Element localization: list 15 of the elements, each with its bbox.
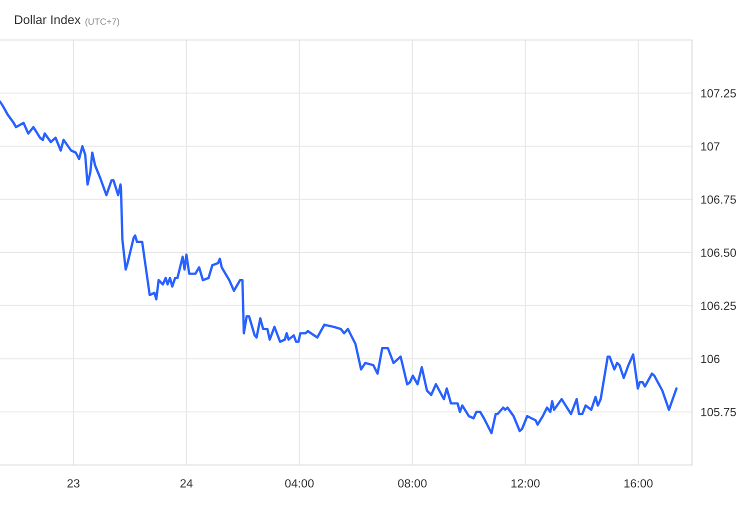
chart-subtitle: (UTC+7) [85,18,120,27]
x-tick-label: 24 [180,479,193,488]
y-tick-label: 106.25 [701,302,736,310]
y-tick-label: 106.75 [701,195,736,204]
chart-title: Dollar Index [15,14,81,24]
x-tick-label: 08:00 [398,479,427,488]
y-tick-label: 106.50 [701,248,736,257]
y-tick-label: 107 [701,142,720,151]
x-tick-label: 12:00 [511,479,540,488]
x-tick-label: 04:00 [285,479,314,488]
y-tick-label: 106 [701,354,720,364]
y-tick-label: 107.25 [701,89,736,98]
x-tick-label: 16:00 [624,479,653,488]
x-tick-label: 23 [67,479,80,488]
y-tick-label: 105.75 [701,408,736,416]
